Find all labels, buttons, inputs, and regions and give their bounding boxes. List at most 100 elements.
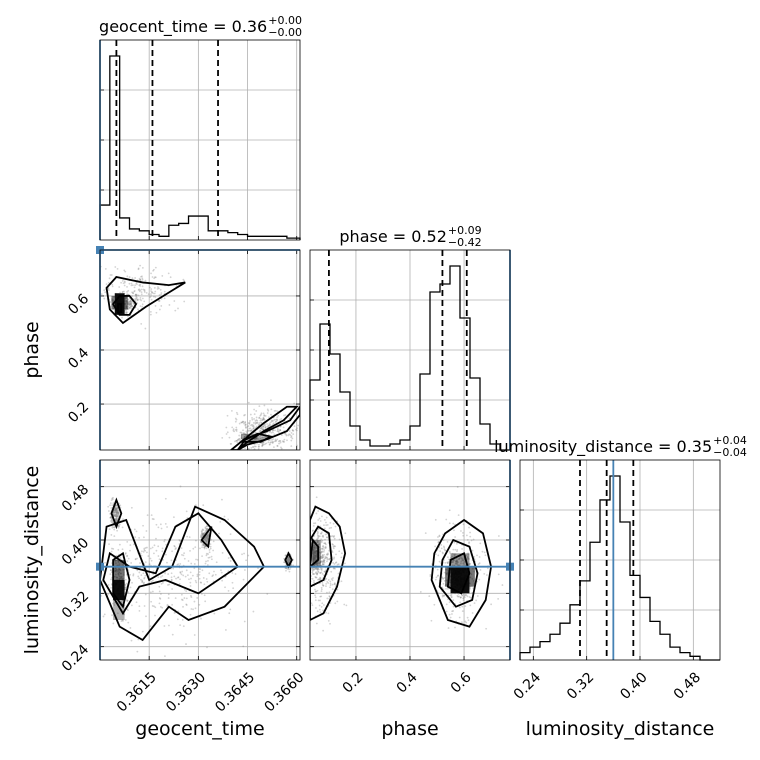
sample-point — [276, 410, 279, 413]
sample-point — [326, 536, 328, 539]
sample-point — [318, 543, 321, 545]
sample-point — [288, 430, 291, 432]
sample-point — [313, 551, 316, 554]
sample-point — [240, 421, 243, 424]
sample-point — [334, 545, 337, 548]
sample-point — [201, 533, 204, 536]
sample-point — [123, 281, 126, 284]
sample-point — [345, 604, 348, 607]
sample-point — [118, 286, 121, 288]
sample-point — [303, 544, 305, 546]
sample-point — [338, 538, 341, 541]
sample-point — [247, 554, 250, 557]
sample-point — [143, 577, 146, 580]
sample-point — [167, 584, 169, 586]
sample-point — [115, 513, 117, 516]
sample-point — [179, 562, 182, 565]
sample-point — [437, 554, 440, 557]
sample-point — [284, 414, 287, 416]
sample-point — [202, 543, 205, 546]
sample-point — [234, 440, 236, 443]
sample-point — [207, 556, 210, 559]
sample-point — [126, 307, 129, 310]
sample-point — [206, 542, 208, 544]
sample-point — [315, 558, 318, 560]
sample-point — [114, 514, 117, 517]
sample-point — [285, 567, 288, 570]
sample-point — [261, 442, 264, 445]
sample-point — [103, 297, 106, 300]
histogram-frame-geocent-time — [99, 39, 301, 241]
sample-point — [322, 584, 325, 587]
sample-point — [153, 552, 155, 555]
sample-point — [312, 525, 315, 527]
sample-point — [151, 605, 154, 607]
sample-point — [460, 621, 463, 624]
sample-point — [180, 593, 183, 596]
sample-point — [314, 572, 317, 575]
contour-level-2 — [112, 295, 138, 316]
sample-point — [315, 550, 318, 552]
sample-point — [272, 431, 274, 434]
sample-point — [116, 511, 118, 514]
sample-point — [314, 556, 317, 559]
sample-point — [322, 559, 325, 562]
sample-point — [115, 515, 117, 518]
hist-grid — [520, 460, 720, 660]
sample-point — [275, 420, 278, 423]
sample-point — [279, 429, 282, 432]
sample-point — [206, 535, 209, 537]
sample-point — [132, 292, 134, 295]
histogram-geocent-time — [99, 55, 301, 240]
sample-point — [253, 439, 256, 441]
sample-point — [141, 266, 144, 269]
sample-point — [262, 428, 264, 430]
sample-point — [436, 568, 439, 571]
sample-point — [157, 555, 160, 557]
sample-point — [203, 532, 206, 534]
sample-point — [115, 504, 118, 507]
sample-point — [458, 558, 461, 560]
sample-point — [256, 421, 259, 424]
sample-point — [271, 429, 274, 432]
sample-point — [317, 510, 320, 512]
sample-point — [117, 524, 120, 527]
sample-point — [247, 429, 250, 432]
sample-point — [263, 404, 266, 407]
sample-point — [266, 423, 268, 425]
sample-point — [199, 536, 202, 539]
contour-level-3 — [117, 303, 123, 314]
sample-point — [315, 550, 318, 553]
sample-point — [447, 562, 449, 565]
sample-point — [286, 452, 288, 454]
sample-point — [451, 613, 453, 615]
sample-point — [114, 515, 117, 518]
sample-point — [150, 295, 152, 297]
sample-point — [201, 532, 203, 535]
sample-point — [313, 546, 316, 549]
sample-point — [110, 578, 112, 581]
sample-point — [129, 300, 132, 303]
sample-point — [125, 299, 128, 302]
sample-point — [313, 553, 316, 556]
sample-point — [254, 419, 257, 422]
sample-point — [126, 303, 129, 306]
sample-point — [312, 557, 315, 560]
sample-point — [205, 536, 208, 539]
sample-point — [124, 308, 127, 311]
sample-point — [153, 544, 156, 547]
sample-point — [205, 554, 208, 557]
sample-point — [138, 290, 141, 293]
sample-point — [280, 446, 282, 449]
sample-point — [262, 418, 265, 421]
sample-point — [251, 446, 254, 448]
sample-point — [317, 578, 320, 581]
sample-point — [116, 529, 119, 532]
sample-point — [286, 439, 288, 442]
sample-point — [336, 563, 339, 566]
sample-point — [115, 516, 118, 518]
sample-point — [461, 594, 464, 597]
sample-point — [322, 550, 325, 553]
sample-point — [263, 418, 265, 420]
sample-point — [187, 560, 190, 562]
